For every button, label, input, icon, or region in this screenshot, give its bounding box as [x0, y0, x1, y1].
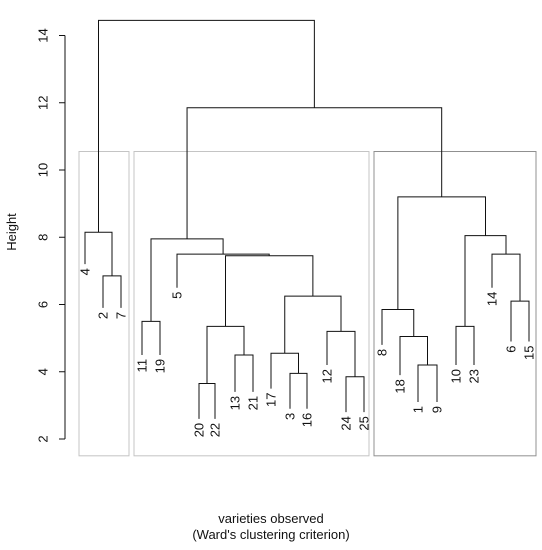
leaf-label: 23	[467, 369, 482, 383]
leaf-label: 11	[135, 359, 150, 373]
y-axis-title: Height	[4, 213, 19, 251]
y-tick-label: 4	[36, 368, 51, 375]
leaf-label: 12	[320, 369, 335, 383]
leaf-label: 7	[114, 312, 129, 319]
dendrogram-branch	[198, 383, 216, 419]
dendrogram-branch	[234, 354, 254, 392]
leaf-label: 21	[246, 396, 261, 410]
leaf-label: 8	[375, 349, 390, 356]
leaf-label: 10	[449, 369, 464, 383]
y-tick-label: 14	[36, 28, 51, 42]
dendrogram-branch	[102, 275, 122, 308]
dendrogram-branch	[455, 325, 475, 366]
leaf-label: 18	[393, 379, 408, 393]
leaf-label: 9	[430, 406, 445, 413]
dendrogram-branch	[225, 255, 314, 327]
cluster-box	[78, 151, 130, 457]
x-axis-subtitle: (Ward's clustering criterion)	[192, 527, 350, 542]
dendrogram-branch	[186, 107, 443, 239]
y-tick-label: 12	[36, 96, 51, 110]
dendrogram-branch	[270, 352, 299, 389]
leaf-label: 5	[170, 292, 185, 299]
leaf-label: 17	[264, 393, 279, 407]
dendrogram-branch	[397, 196, 486, 310]
dendrogram-branch	[491, 253, 521, 302]
dendrogram-branch	[98, 19, 315, 233]
dendrogram-branch	[176, 253, 270, 288]
dendrogram-branch	[510, 300, 530, 342]
leaf-label: 6	[504, 345, 519, 352]
y-tick-label: 10	[36, 163, 51, 177]
leaf-label: 19	[153, 359, 168, 373]
x-axis-title: varieties observed	[218, 511, 324, 526]
cluster-box	[373, 151, 537, 457]
leaf-label: 14	[485, 292, 500, 306]
dendrogram-branch	[417, 364, 438, 403]
leaf-label: 22	[208, 423, 223, 437]
leaf-label: 13	[228, 396, 243, 410]
dendrogram-branch	[150, 238, 224, 322]
y-tick-label: 8	[36, 234, 51, 241]
y-axis: 2 4 6 8 10 12 14	[36, 28, 66, 443]
dendrogram-branch	[284, 295, 342, 354]
cluster-boxes	[78, 151, 537, 457]
y-tick-label: 2	[36, 435, 51, 442]
leaf-label: 24	[339, 416, 354, 430]
dendrogram-branch	[141, 320, 161, 355]
cluster-box	[133, 151, 370, 457]
dendrogram-branch	[289, 372, 308, 409]
dendrogram-branch	[464, 235, 507, 327]
leaf-label: 15	[522, 345, 537, 359]
leaf-label: 1	[411, 406, 426, 413]
dendrogram-branches	[84, 19, 530, 419]
dendrogram-branch	[381, 309, 415, 345]
dendrogram-branch	[399, 335, 428, 376]
leaf-label: 20	[192, 423, 207, 437]
dendrogram-branch	[345, 376, 365, 413]
leaf-label: 25	[357, 416, 372, 430]
leaf-label: 16	[300, 413, 315, 427]
leaf-label: 2	[96, 312, 111, 319]
y-tick-label: 6	[36, 301, 51, 308]
leaf-label: 4	[78, 268, 93, 275]
leaf-label: 3	[283, 413, 298, 420]
